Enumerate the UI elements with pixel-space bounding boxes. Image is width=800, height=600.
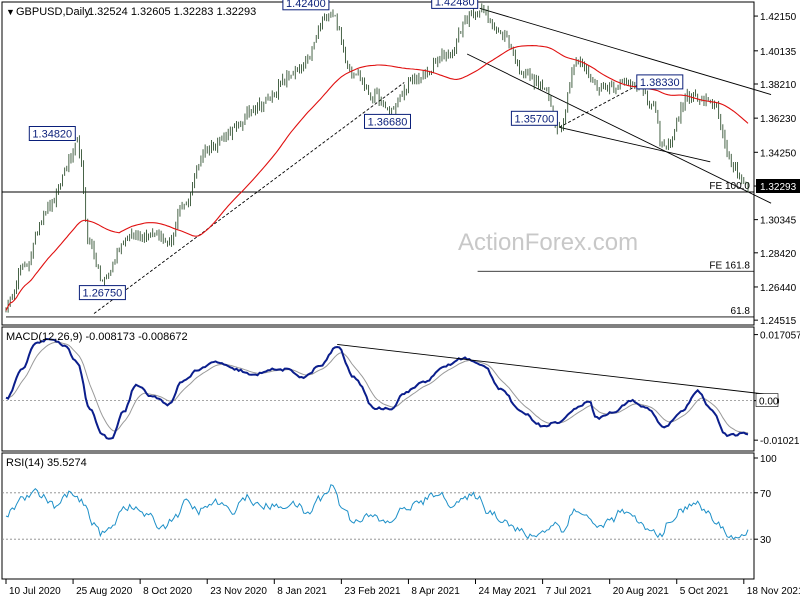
date-tick-label: 8 Jan 2021 (277, 586, 327, 597)
candlestick-series (5, 3, 749, 313)
rsi-panel: 100 70 30 (2, 454, 777, 546)
macd-tick-label: -0.010219 (760, 436, 800, 447)
price-tick-label: 1.30345 (760, 216, 797, 227)
swing-label-box (636, 74, 684, 90)
macd-tick-label: 0.017057 (760, 331, 800, 342)
price-panel-frame (1, 1, 755, 326)
trendline-rising-support (93, 82, 405, 314)
fib-level-label: FE 100.0 (709, 181, 750, 192)
price-axis: 1.42150 1.40135 1.38210 1.36230 1.34250 1.322… (754, 12, 800, 327)
price-header-icon: ▼ (6, 7, 15, 17)
price-trendlines (93, 7, 772, 314)
swing-label: 1.36680 (368, 116, 408, 128)
date-tick-label: 5 Oct 2021 (680, 586, 729, 597)
date-tick-label: 7 Jul 2021 (546, 586, 593, 597)
trendline-channel-upper (479, 7, 772, 95)
swing-label: 1.42480 (435, 0, 475, 8)
fibonacci-levels: FE 100.0 FE 161.8 61.8 (6, 181, 754, 318)
rsi-tick-label: 30 (760, 535, 772, 546)
date-tick-label: 8 Oct 2020 (143, 586, 192, 597)
rsi-tick-label: 100 (760, 454, 777, 465)
rsi-line (5, 484, 749, 541)
current-price-label: 1.32293 (760, 182, 797, 193)
rsi-tick-label: 70 (760, 489, 772, 500)
swing-label: 1.34820 (32, 129, 72, 141)
swing-label: 1.26750 (83, 288, 123, 300)
macd-signal-line (5, 341, 749, 434)
swing-label-box (510, 110, 558, 126)
macd-title: MACD(12,26,9) -0.008173 -0.008672 (6, 331, 188, 343)
price-tick-label: 1.42150 (760, 12, 797, 23)
date-tick-label: 8 Apr 2021 (411, 586, 460, 597)
price-tick-label: 1.24515 (760, 316, 797, 327)
swing-label-box (282, 0, 330, 11)
rsi-panel-frame (1, 452, 755, 580)
macd-line (5, 337, 749, 440)
date-tick-label: 25 Aug 2020 (76, 586, 133, 597)
trendline-inner-channel (559, 126, 711, 163)
fib-level-label: FE 161.8 (709, 260, 750, 271)
watermark-text: ActionForex.com (458, 229, 638, 256)
macd-panel-frame (1, 326, 755, 452)
swing-label: 1.42400 (286, 0, 326, 10)
price-tick-label: 1.28420 (760, 249, 797, 260)
price-tick-label: 1.38210 (760, 80, 797, 91)
swing-labels: 1.34820 1.26750 1.42400 1.36680 1.42480 1.357… (28, 0, 684, 301)
macd-zero-tag: 0.00 (759, 397, 779, 408)
date-tick-label: 23 Nov 2020 (210, 586, 267, 597)
trendline-channel-lower (466, 53, 772, 204)
date-tick-label: 10 Jul 2020 (9, 586, 61, 597)
current-price-tag (756, 179, 800, 193)
symbol-label: GBPUSD,Daily (16, 6, 90, 18)
rsi-title: RSI(14) 35.5274 (6, 457, 87, 469)
macd-zero-tag-box (755, 393, 779, 407)
swing-label-box (431, 0, 479, 9)
trendline-neckline (559, 79, 648, 128)
price-header: ▼ GBPUSD,Daily 1.32524 1.32605 1.32283 1… (6, 6, 256, 18)
fib-level-label: 61.8 (731, 306, 751, 317)
ohlc-label: 1.32524 1.32605 1.32283 1.32293 (88, 6, 256, 18)
date-tick-label: 24 May 2021 (479, 586, 537, 597)
swing-label: 1.35700 (515, 113, 555, 125)
swing-label-box (364, 113, 411, 129)
macd-trendline (337, 344, 772, 396)
date-axis: 10 Jul 2020 25 Aug 2020 8 Oct 2020 23 Nov 2… (5, 579, 800, 597)
swing-label: 1.38330 (640, 77, 680, 89)
macd-panel: 0.0170570.00-0.0102190.00 (2, 331, 800, 447)
date-tick-label: 23 Feb 2021 (344, 586, 401, 597)
price-tick-label: 1.34250 (760, 148, 797, 159)
price-tick-label: 1.26440 (760, 283, 797, 294)
swing-label-box (28, 126, 76, 141)
price-tick-label: 1.36230 (760, 114, 797, 125)
date-tick-label: 18 Nov 2021 (747, 586, 800, 597)
date-tick-label: 20 Aug 2021 (613, 586, 670, 597)
swing-label-box (78, 285, 126, 301)
price-tick-label: 1.40135 (760, 47, 797, 58)
moving-average-line (5, 45, 749, 311)
